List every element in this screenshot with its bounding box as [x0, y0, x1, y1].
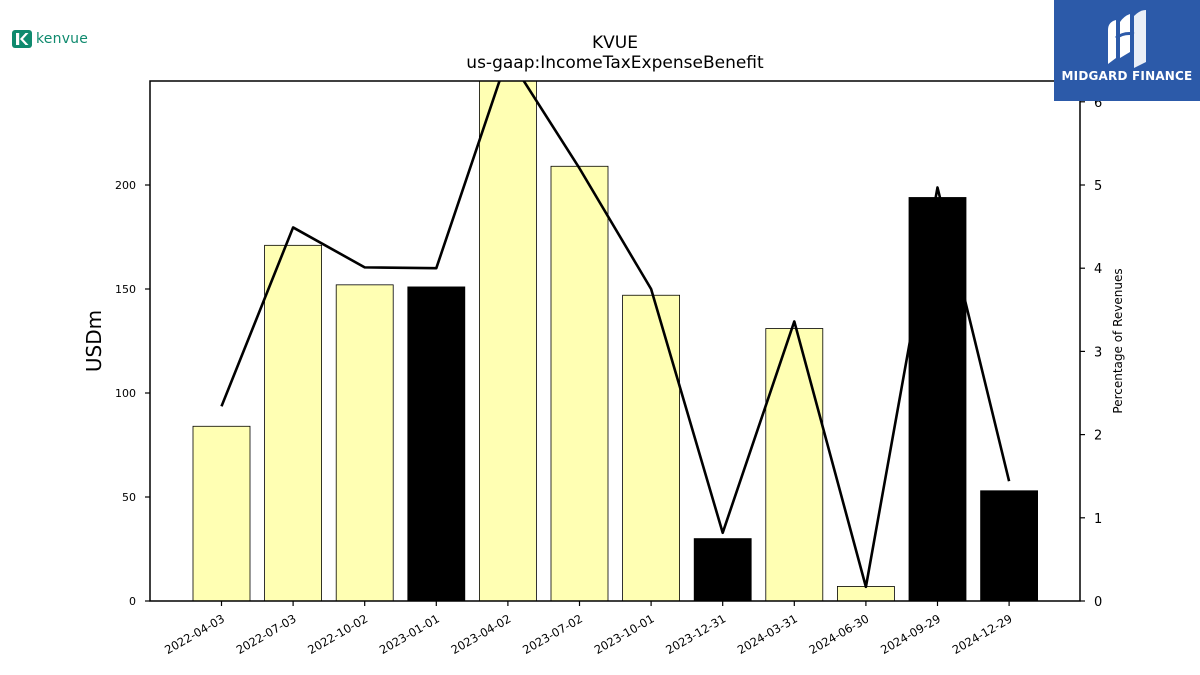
- kenvue-logo: kenvue: [12, 30, 88, 48]
- x-tick-label: 2024-03-31: [735, 611, 800, 657]
- y2-tick-label: 0: [1094, 595, 1102, 610]
- bar-2022-07-03: [264, 244, 323, 602]
- y-tick-label: 150: [115, 283, 136, 296]
- bar-2023-10-01: [622, 294, 680, 602]
- midgard-finance-logo-text: MIDGARD FINANCE: [1061, 69, 1193, 83]
- chart-subtitle: us-gaap:IncomeTaxExpenseBenefit: [466, 53, 764, 73]
- y-axis-label: USDm: [82, 310, 106, 372]
- x-tick-label: 2024-12-29: [950, 611, 1015, 657]
- x-tick-label: 2023-12-31: [663, 611, 728, 657]
- revenue-percentage-line-group: [220, 56, 1011, 589]
- chart-title: KVUE: [592, 33, 638, 53]
- bar-2023-01-01: [407, 286, 466, 602]
- y2-axis-label: Percentage of Revenues: [1111, 268, 1125, 413]
- kenvue-k-icon: [12, 30, 32, 48]
- bar-2023-07-02: [550, 165, 609, 602]
- bar-2023-04-02: [478, 80, 537, 602]
- y-axis: 0 50 100 150 200: [115, 179, 150, 608]
- y2-tick-label: 5: [1094, 179, 1102, 194]
- midgard-finance-logo: MIDGARD FINANCE: [1054, 0, 1200, 101]
- midgard-m-icon: [1108, 10, 1146, 68]
- y-tick-label: 200: [115, 179, 136, 192]
- bar-2022-10-02: [335, 284, 394, 602]
- y2-tick-label: 6: [1094, 96, 1102, 111]
- bar-2023-12-31: [693, 538, 752, 602]
- x-tick-label: 2023-07-02: [520, 611, 585, 657]
- x-tick-label: 2023-04-02: [449, 611, 514, 657]
- revenue-percentage-line: [220, 81, 1011, 589]
- kenvue-logo-text: kenvue: [36, 31, 89, 47]
- x-tick-label: 2024-06-30: [807, 611, 872, 657]
- bar-2022-04-03: [192, 425, 251, 602]
- y2-tick-label: 2: [1094, 429, 1102, 444]
- bar-2024-09-29: [908, 197, 967, 602]
- y-tick-label: 0: [129, 595, 136, 608]
- x-tick-label: 2022-07-03: [234, 611, 299, 657]
- x-axis: 2022-04-03 2022-07-03 2022-10-02 2023-01-01…: [162, 601, 1015, 657]
- bar-2024-12-29: [980, 490, 1038, 602]
- y2-axis: 0 1 2 3 4 5 6: [1080, 96, 1102, 610]
- x-tick-label: 2024-09-29: [878, 611, 943, 657]
- bar-2024-06-30: [837, 586, 895, 602]
- y-tick-label: 50: [122, 491, 136, 504]
- plot-frame: [149, 80, 1081, 602]
- x-tick-label: 2023-01-01: [377, 611, 442, 657]
- bar-2024-03-31: [765, 328, 824, 602]
- y2-tick-label: 3: [1094, 345, 1102, 360]
- y2-tick-label: 4: [1094, 262, 1102, 277]
- y-tick-label: 100: [115, 387, 136, 400]
- x-tick-label: 2023-10-01: [592, 611, 657, 657]
- y2-tick-label: 1: [1094, 512, 1102, 527]
- x-tick-label: 2022-10-02: [305, 611, 370, 657]
- bars-group: [192, 80, 1038, 602]
- x-tick-label: 2022-04-03: [162, 611, 227, 657]
